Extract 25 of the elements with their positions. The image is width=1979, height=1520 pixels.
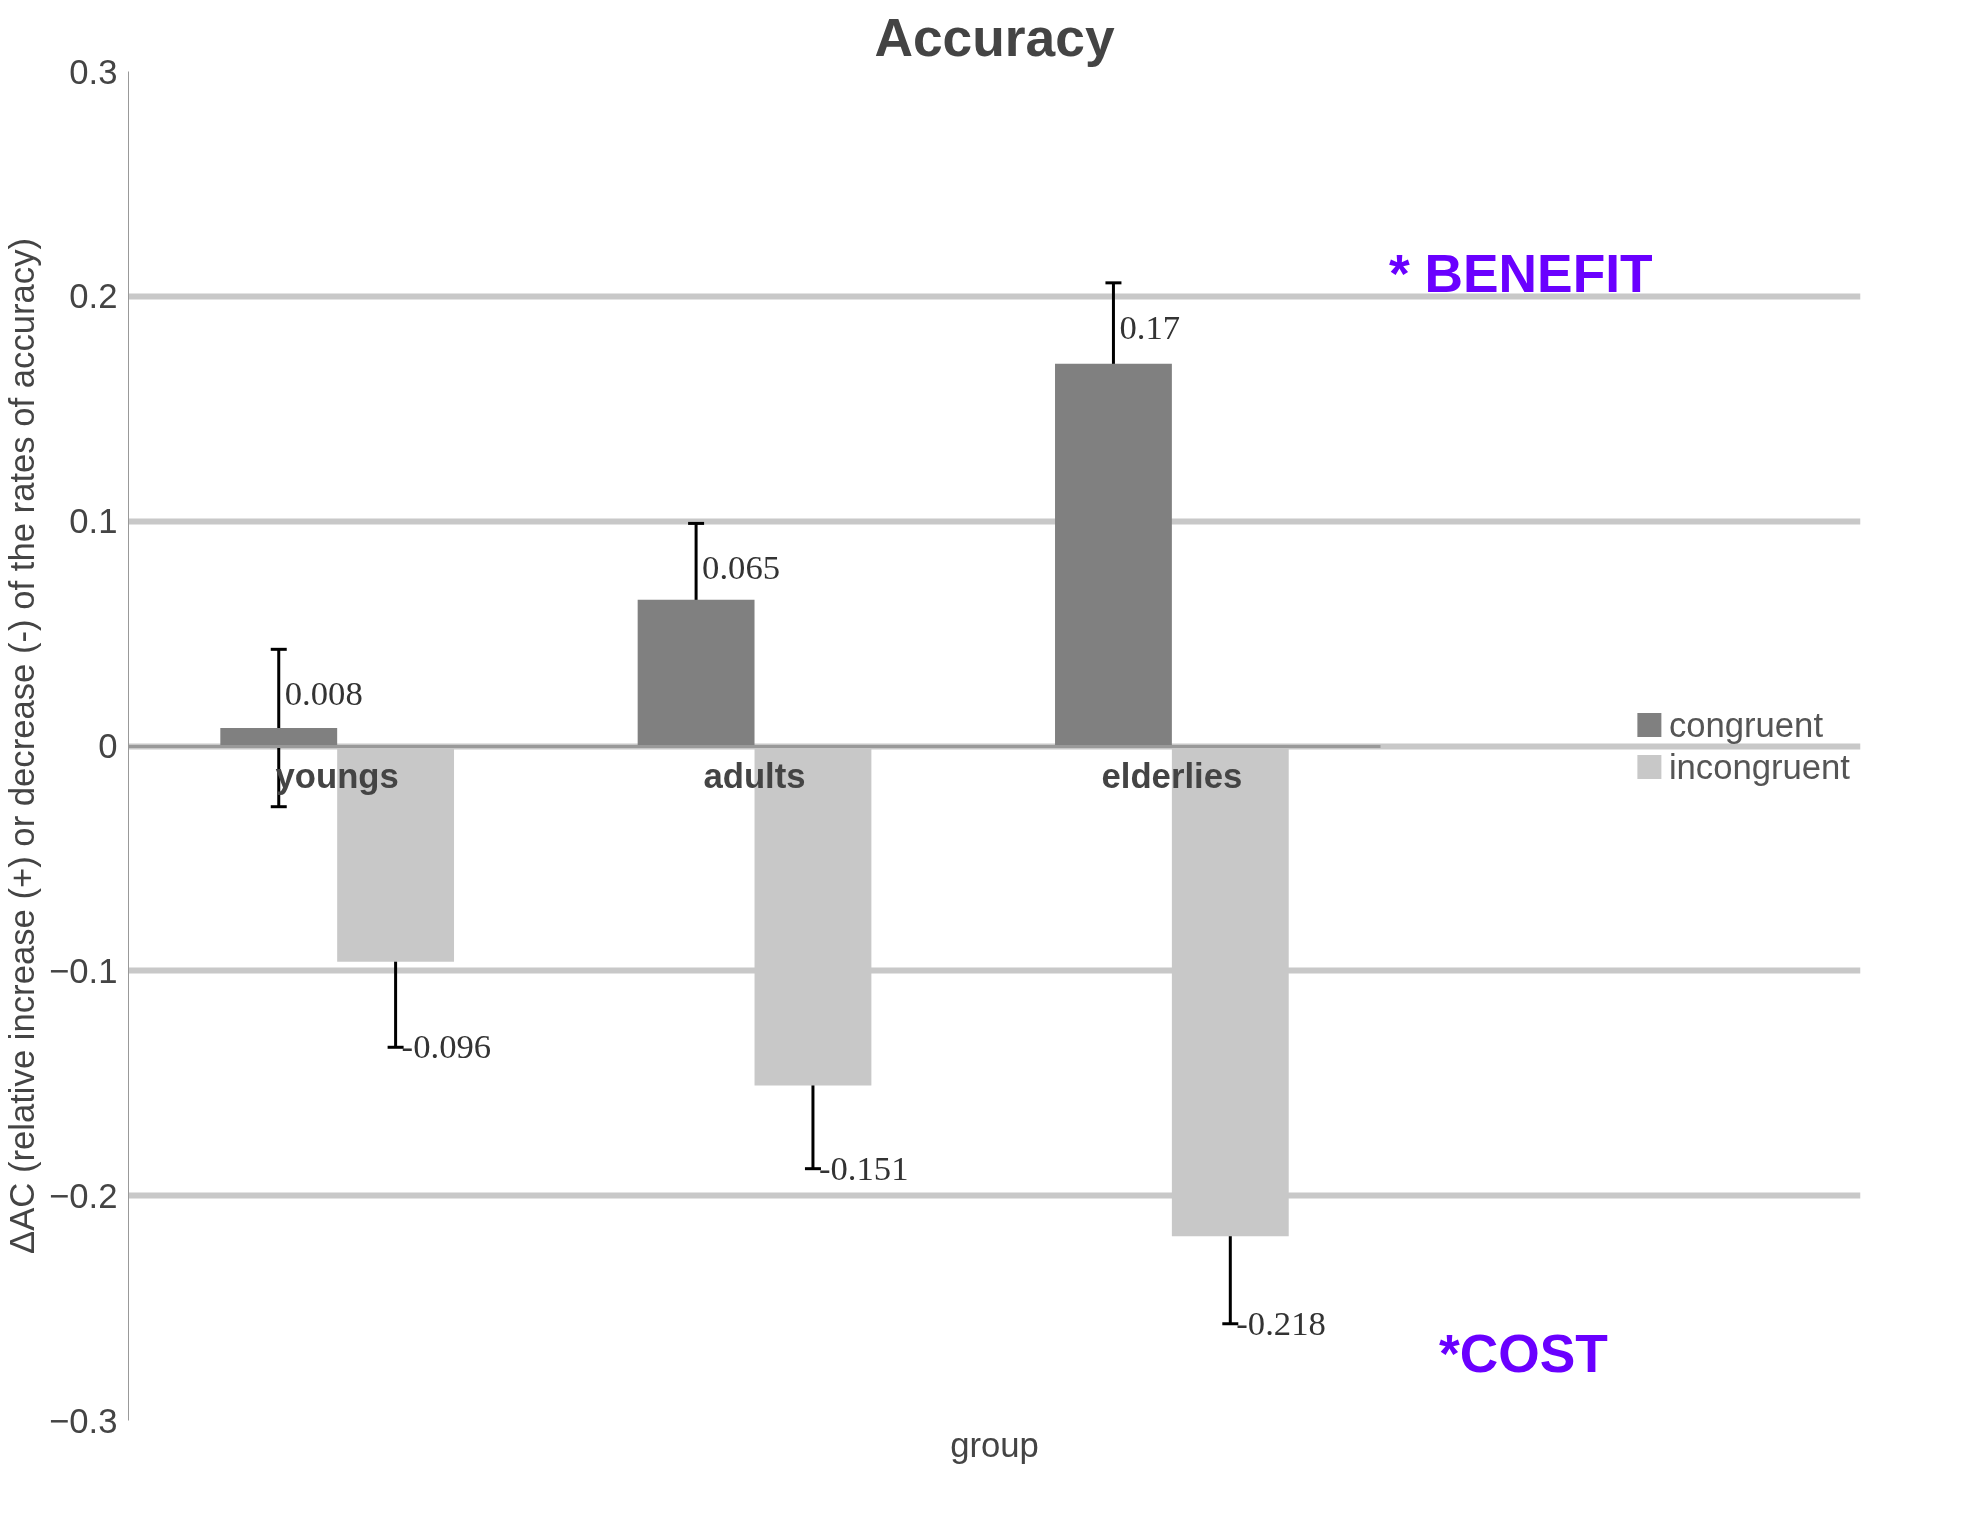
y-tick-label: −0.1 — [49, 951, 118, 990]
chart-title: Accuracy — [874, 7, 1115, 67]
data-label: -0.151 — [818, 1148, 909, 1187]
y-axis-title: ΔAC (relative increase (+) or decrease (-) of the rates of accuracy) — [3, 237, 42, 1255]
data-label: 0.17 — [1119, 307, 1181, 346]
y-tick-label: −0.2 — [49, 1176, 118, 1215]
bar — [1055, 363, 1172, 746]
y-tick-label: 0.1 — [69, 502, 118, 541]
x-tick-label: elderlies — [1101, 757, 1243, 795]
legend-label: incongruent — [1668, 747, 1850, 786]
data-label: 0.008 — [284, 674, 363, 713]
y-tick-label: −0.3 — [49, 1401, 118, 1440]
y-tick-label: 0.2 — [69, 277, 118, 316]
legend-label: congruent — [1668, 705, 1824, 744]
y-tick-label: 0.3 — [69, 52, 118, 91]
data-label: 0.065 — [702, 548, 781, 587]
bar — [220, 728, 338, 746]
bar — [637, 599, 755, 746]
x-axis-title: group — [950, 1425, 1039, 1464]
x-tick-label: adults — [703, 757, 806, 795]
data-label: -0.218 — [1236, 1303, 1326, 1342]
data-label: -0.096 — [401, 1027, 492, 1066]
y-tick-label: 0 — [98, 727, 118, 765]
text: *COST — [1438, 1323, 1608, 1383]
text: * BENEFIT — [1388, 244, 1653, 304]
